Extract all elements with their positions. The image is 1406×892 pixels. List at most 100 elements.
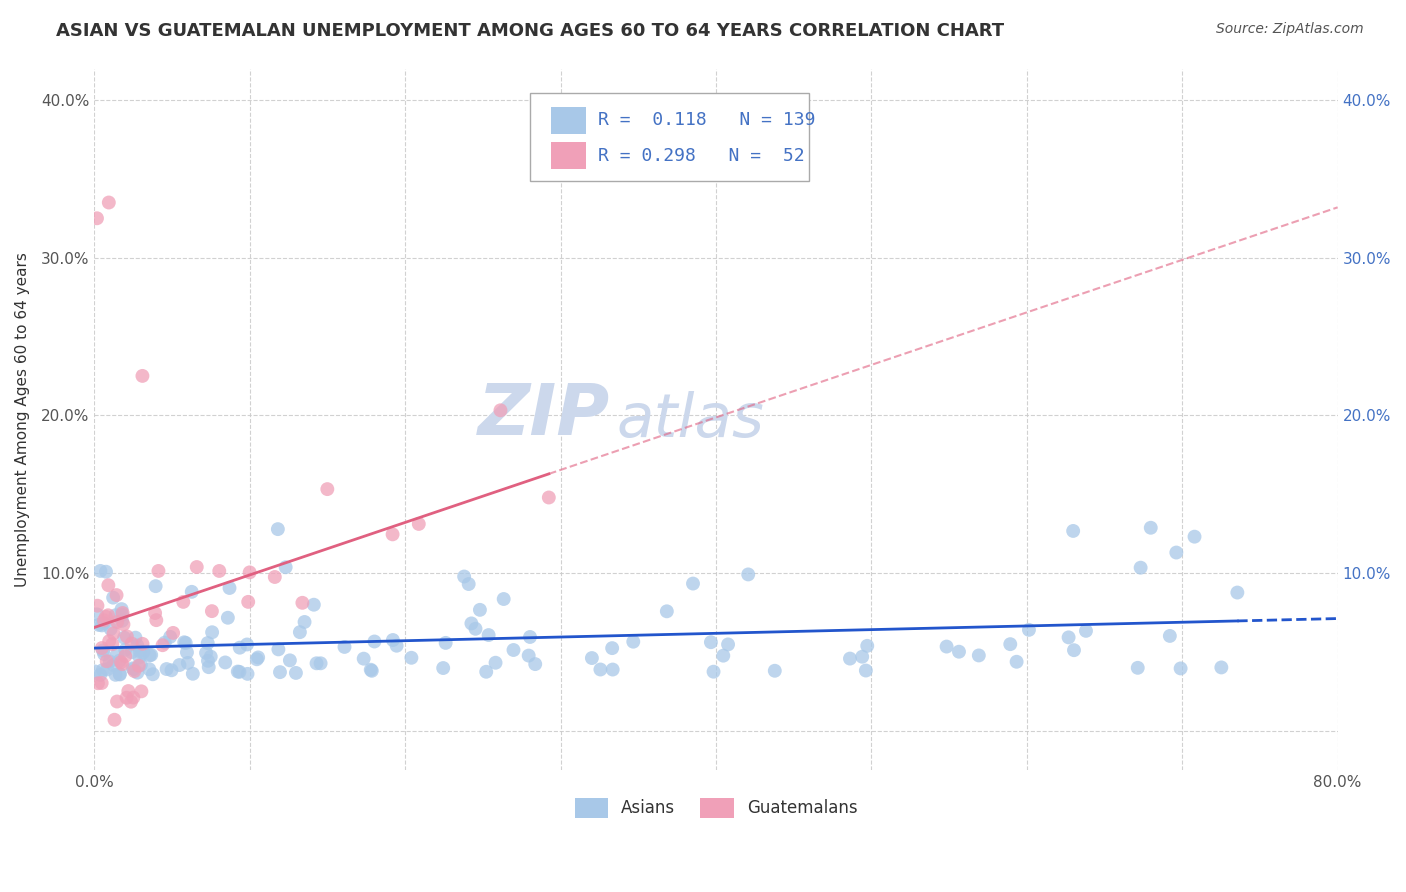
Point [114, 642, 136, 657]
Point [87, 618, 110, 632]
Point [621, 634, 644, 648]
Point [274, 560, 297, 574]
Point [86, 211, 108, 226]
Point [108, 667, 131, 681]
Point [141, 648, 163, 662]
Text: ZIP: ZIP [478, 381, 610, 450]
Point [177, 656, 200, 670]
Point [214, 656, 236, 670]
Point [263, 570, 285, 584]
Point [121, 661, 143, 675]
Point [160, 663, 183, 677]
Point [101, 637, 124, 651]
Point [502, 643, 524, 657]
Point [105, 694, 128, 708]
Point [105, 615, 128, 629]
Point [86, 599, 108, 613]
Point [284, 665, 307, 680]
Point [201, 625, 224, 640]
Point [97, 578, 120, 592]
Point [143, 606, 166, 620]
FancyBboxPatch shape [530, 93, 810, 181]
Y-axis label: Unemployment Among Ages 60 to 64 years: Unemployment Among Ages 60 to 64 years [15, 252, 30, 587]
Point [97, 195, 120, 210]
Point [682, 576, 704, 591]
Point [114, 649, 136, 664]
Point [489, 403, 512, 417]
Point [737, 567, 759, 582]
Point [105, 588, 128, 602]
Point [1005, 655, 1028, 669]
Point [236, 638, 259, 652]
Point [122, 662, 145, 676]
Point [97, 608, 120, 623]
Point [1226, 585, 1249, 599]
Point [217, 611, 239, 625]
Point [239, 566, 262, 580]
Point [1062, 524, 1084, 538]
Point [492, 592, 515, 607]
Point [302, 598, 325, 612]
Point [94, 565, 117, 579]
FancyBboxPatch shape [551, 107, 585, 134]
Point [519, 630, 541, 644]
Point [93, 616, 115, 631]
Point [305, 657, 328, 671]
Point [218, 581, 240, 595]
Point [935, 640, 957, 654]
Point [103, 626, 125, 640]
Point [309, 657, 332, 671]
Legend: Asians, Guatemalans: Asians, Guatemalans [568, 791, 865, 825]
Point [127, 639, 149, 653]
Point [110, 602, 132, 616]
Point [145, 613, 167, 627]
Point [464, 622, 486, 636]
Point [839, 651, 862, 665]
Point [122, 690, 145, 705]
Point [967, 648, 990, 663]
Point [111, 606, 134, 620]
Point [124, 664, 146, 678]
Point [131, 684, 153, 698]
Point [98, 634, 121, 648]
Point [131, 637, 153, 651]
Point [236, 666, 259, 681]
Text: ASIAN VS GUATEMALAN UNEMPLOYMENT AMONG AGES 60 TO 64 YEARS CORRELATION CHART: ASIAN VS GUATEMALAN UNEMPLOYMENT AMONG A… [56, 22, 1004, 40]
Point [152, 638, 174, 652]
Point [200, 649, 222, 664]
Point [408, 516, 430, 531]
Point [475, 665, 498, 679]
Point [1184, 530, 1206, 544]
Point [91, 643, 114, 657]
Point [93, 647, 115, 661]
Point [294, 615, 316, 629]
Point [537, 491, 560, 505]
Point [763, 664, 786, 678]
Point [267, 522, 290, 536]
Point [247, 650, 270, 665]
Point [600, 641, 623, 656]
Point [186, 560, 208, 574]
Point [145, 579, 167, 593]
Point [1000, 637, 1022, 651]
Point [360, 664, 382, 678]
Point [103, 713, 125, 727]
FancyBboxPatch shape [551, 142, 585, 169]
Point [1057, 631, 1080, 645]
Point [181, 666, 204, 681]
Point [138, 648, 160, 663]
Point [90, 641, 112, 656]
Point [381, 527, 404, 541]
Point [460, 616, 482, 631]
Point [453, 569, 475, 583]
Point [468, 603, 491, 617]
Point [1063, 643, 1085, 657]
Point [291, 596, 314, 610]
Point [84, 665, 107, 679]
Point [385, 639, 408, 653]
Point [86, 607, 108, 622]
Point [176, 645, 198, 659]
Point [201, 604, 224, 618]
Point [197, 636, 219, 650]
Point [434, 636, 457, 650]
